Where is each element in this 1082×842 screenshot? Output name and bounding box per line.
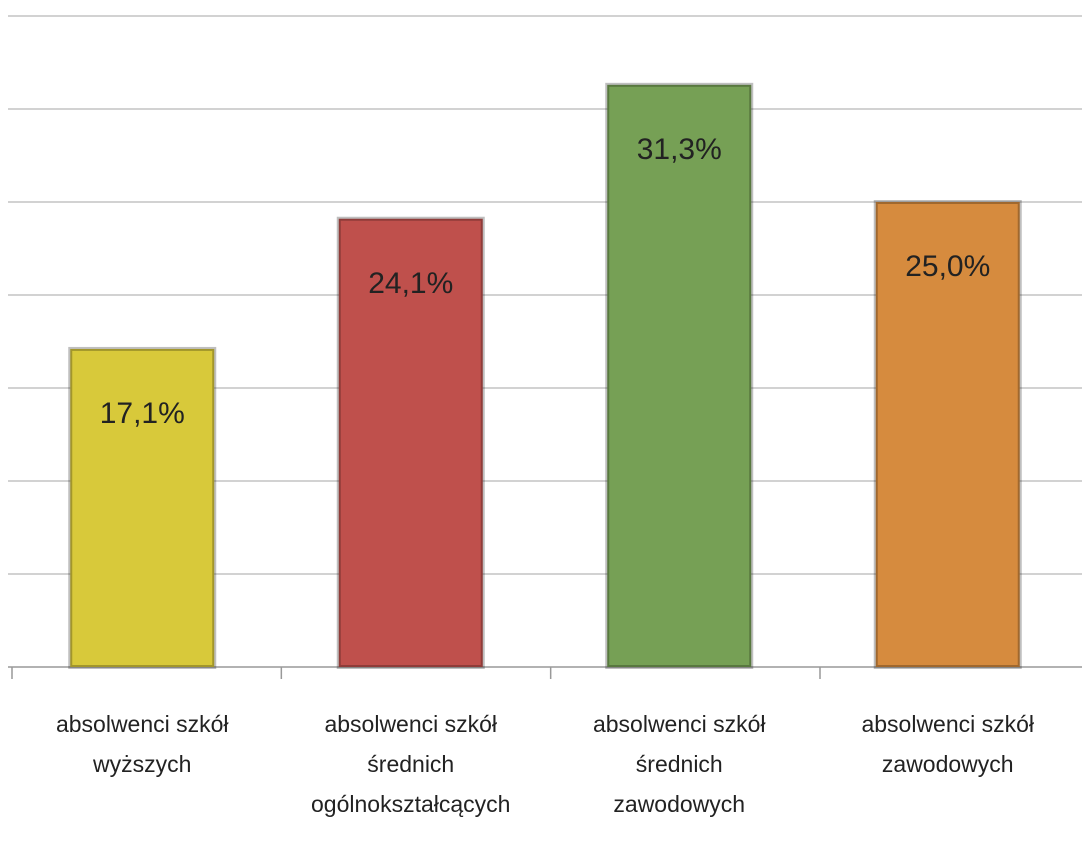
- bar: [336, 216, 485, 670]
- x-tick-label: absolwenci szkół średnich zawodowych: [592, 711, 766, 817]
- x-tick-label: absolwenci szkół wyższych: [55, 711, 229, 777]
- bar: [68, 346, 217, 669]
- bar: [605, 82, 754, 669]
- data-label: 31,3%: [636, 132, 722, 166]
- data-label: 24,1%: [368, 266, 454, 300]
- x-tick-label: absolwenci szkół zawodowych: [861, 711, 1035, 777]
- data-label: 17,1%: [99, 396, 185, 430]
- data-label: 25,0%: [905, 250, 991, 283]
- x-tick-label: absolwenci szkół średnich ogólnokształcą…: [311, 711, 511, 817]
- bar: [873, 200, 1022, 669]
